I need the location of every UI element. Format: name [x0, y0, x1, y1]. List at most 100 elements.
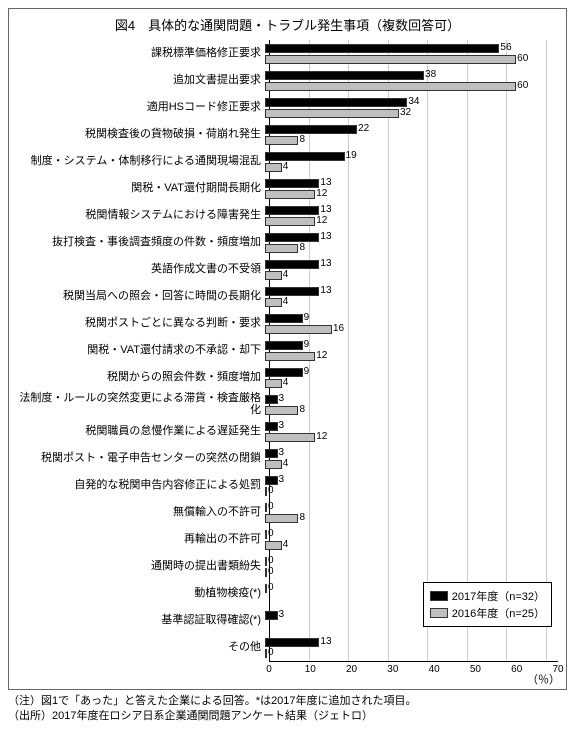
table-row: 抜打検査・事後調査頻度の件数・頻度増加138 — [17, 229, 558, 256]
bar-y2016: 4 — [265, 163, 282, 172]
value-label: 0 — [266, 566, 274, 577]
value-label: 13 — [318, 177, 331, 188]
footnotes: （注）図1で「あった」と答えた企業による回答。*は2017年度に追加された項目。… — [8, 694, 567, 725]
table-row: 課税標準価格修正要求5660 — [17, 40, 558, 67]
bar-group: 9 16 — [265, 310, 558, 337]
bar-y2017: 13 — [265, 287, 319, 296]
bar-y2017: 22 — [265, 125, 357, 134]
bar-group: 228 — [265, 121, 558, 148]
value-label: 4 — [281, 296, 289, 307]
bar-group: 194 — [265, 148, 558, 175]
value-label: 0 — [266, 582, 274, 593]
category-label: 制度・システム・体制移行による通関現場混乱 — [17, 156, 265, 168]
bar-y2016: 32 — [265, 109, 399, 118]
value-label: 3 — [277, 609, 285, 620]
category-label: 無償輸入の不許可 — [17, 507, 265, 519]
bar-y2017: 3 — [265, 449, 278, 458]
table-row: 適用HSコード修正要求3432 — [17, 94, 558, 121]
plot-area: 課税標準価格修正要求5660追加文書提出要求3860適用HSコード修正要求343… — [9, 36, 566, 689]
bar-y2016: 0 — [265, 487, 267, 496]
category-label: 自発的な税関申告内容修正による処罰 — [17, 480, 265, 492]
bar-y2017: 3 — [265, 395, 278, 404]
bar-group: 134 — [265, 256, 558, 283]
table-row: 税関ポストごとに異なる判断・要求916 — [17, 310, 558, 337]
category-label: 関税・VAT還付期間長期化 — [17, 183, 265, 195]
bar-y2016: 12 — [265, 190, 315, 199]
x-tick: 20 — [346, 664, 357, 675]
value-label: 9 — [302, 366, 310, 377]
table-row: 関税・VAT還付請求の不承認・却下912 — [17, 337, 558, 364]
value-label: 0 — [266, 555, 274, 566]
bar-y2016: 60 — [265, 82, 516, 91]
category-label: 税関情報システムにおける障害発生 — [17, 210, 265, 222]
value-label: 56 — [498, 42, 511, 53]
bar-y2016: 60 — [265, 55, 516, 64]
category-label: 追加文書提出要求 — [17, 75, 265, 87]
table-row: 制度・システム・体制移行による通関現場混乱194 — [17, 148, 558, 175]
value-label: 8 — [297, 242, 305, 253]
bar-y2016: 4 — [265, 298, 282, 307]
value-label: 34 — [406, 96, 419, 107]
bar-y2016: 4 — [265, 541, 282, 550]
bar-y2016: 16 — [265, 325, 332, 334]
value-label: 8 — [297, 512, 305, 523]
bar-y2017: 9 — [265, 314, 303, 323]
table-row: 税関からの照会件数・頻度増加94 — [17, 364, 558, 391]
x-axis-unit: （％） — [527, 671, 560, 687]
table-row: 法制度・ルールの突然変更による滞貨・検査厳格化38 — [17, 391, 558, 418]
legend-item: 2016年度（n=25） — [430, 605, 545, 621]
bar-y2016: 12 — [265, 352, 315, 361]
category-label: 法制度・ルールの突然変更による滞貨・検査厳格化 — [17, 393, 265, 416]
table-row: 自発的な税関申告内容修正による処罰 3 0 — [17, 472, 558, 499]
value-label: 19 — [344, 150, 357, 161]
bar-y2017: 9 — [265, 341, 303, 350]
bar-group: 3860 — [265, 67, 558, 94]
bar-group: 5660 — [265, 40, 558, 67]
bar-y2016: 0 — [265, 649, 267, 658]
footnote-2: （出所）2017年度在ロシア日系企業通関問題アンケート結果（ジェトロ） — [8, 709, 567, 724]
value-label: 0 — [266, 501, 274, 512]
value-label: 3 — [277, 447, 285, 458]
legend-label: 2017年度（n=32） — [452, 588, 545, 604]
x-tick: 10 — [305, 664, 316, 675]
category-label: 英語作成文書の不受領 — [17, 264, 265, 276]
bar-y2016: 0 — [265, 568, 267, 577]
value-label: 3 — [277, 474, 285, 485]
table-row: 無償輸入の不許可08 — [17, 499, 558, 526]
category-label: 税関からの照会件数・頻度増加 — [17, 372, 265, 384]
legend-item: 2017年度（n=32） — [430, 588, 545, 604]
bar-y2017: 0 — [265, 503, 267, 512]
bar-y2017: 19 — [265, 152, 345, 161]
value-label: 4 — [281, 161, 289, 172]
bar-group: 38 — [265, 391, 558, 418]
category-label: 税関ポスト・電子申告センターの突然の閉鎖 — [17, 453, 265, 465]
value-label: 0 — [266, 485, 274, 496]
bar-group: 1312 — [265, 202, 558, 229]
value-label: 4 — [281, 539, 289, 550]
bar-y2016: 8 — [265, 136, 298, 145]
bar-y2016: 4 — [265, 460, 282, 469]
value-label: 3 — [277, 420, 285, 431]
value-label: 16 — [331, 323, 344, 334]
bar-y2017: 9 — [265, 368, 303, 377]
category-label: 税関当局への照会・回答に時間の長期化 — [17, 291, 265, 303]
value-label: 4 — [281, 458, 289, 469]
value-label: 4 — [281, 377, 289, 388]
bar-y2017: 3 — [265, 422, 278, 431]
bar-group: 00 — [265, 553, 558, 580]
legend: 2017年度（n=32）2016年度（n=25） — [423, 582, 552, 627]
bar-y2017: 13 — [265, 179, 319, 188]
bar-group: 1312 — [265, 175, 558, 202]
value-label: 12 — [314, 188, 327, 199]
table-row: 追加文書提出要求3860 — [17, 67, 558, 94]
table-row: 再輸出の不許可04 — [17, 526, 558, 553]
value-label: 0 — [266, 647, 274, 658]
bar-group: 94 — [265, 364, 558, 391]
legend-swatch — [430, 608, 448, 618]
table-row: 税関当局への照会・回答に時間の長期化134 — [17, 283, 558, 310]
bar-group: 08 — [265, 499, 558, 526]
value-label: 32 — [398, 107, 411, 118]
bar-y2016: 8 — [265, 406, 298, 415]
bar-y2017: 13 — [265, 638, 319, 647]
x-tick: 60 — [511, 664, 522, 675]
